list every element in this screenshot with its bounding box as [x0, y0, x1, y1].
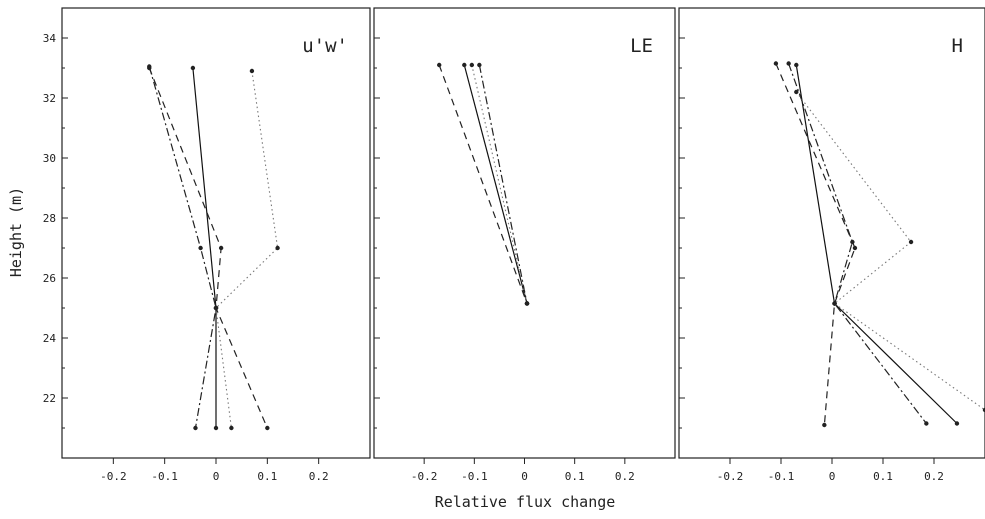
data-point [198, 245, 203, 251]
y-tick-label: 30 [43, 152, 56, 165]
x-tick-label: 0.2 [924, 470, 944, 483]
x-tick-label: -0.1 [461, 470, 488, 483]
data-point [218, 245, 224, 251]
y-tick-label: 32 [43, 92, 56, 105]
y-axis-title: Height (m) [7, 187, 25, 277]
series-line-dashdot [478, 64, 528, 304]
x-tick-label: 0.2 [615, 470, 635, 483]
panel-frame [373, 7, 676, 459]
data-point [477, 62, 482, 68]
data-point [852, 245, 858, 251]
x-tick-label: -0.1 [768, 470, 795, 483]
data-point [524, 301, 530, 306]
panel-title: H [952, 35, 963, 57]
series-line-solid [795, 64, 958, 424]
series-line-dashed [148, 67, 268, 429]
y-tick-label: 34 [43, 32, 57, 45]
x-tick-label: 0.1 [257, 470, 277, 483]
x-axis-title: Relative flux change [435, 493, 616, 511]
x-tick-label: -0.2 [411, 470, 438, 483]
data-point [954, 421, 960, 426]
y-tick-label: 22 [43, 392, 56, 405]
data-point [786, 61, 791, 66]
panel-title: u'w' [302, 35, 348, 57]
x-tick-label: 0 [521, 470, 528, 483]
x-tick-label: -0.1 [151, 470, 178, 483]
data-point [213, 305, 219, 311]
data-point [275, 245, 280, 251]
y-tick-label: 28 [43, 212, 56, 225]
data-point [462, 62, 467, 68]
series-line-dashed [775, 63, 856, 426]
data-point [850, 239, 855, 245]
x-tick-label: -0.2 [717, 470, 744, 483]
panel-0: 22 24 26 28 30 32 34 -0.2 -0.1 0 0.1 0.2 u'w' [43, 7, 371, 483]
series-line-solid [463, 64, 528, 304]
x-tick-label: 0 [829, 470, 836, 483]
x-tick-label: -0.2 [100, 470, 127, 483]
x-tick-label: 0.1 [873, 470, 893, 483]
data-point [229, 425, 234, 431]
data-point [794, 62, 799, 68]
data-point [213, 425, 219, 431]
data-point [924, 421, 929, 426]
data-point [190, 65, 196, 71]
panel-2: -0.2 -0.1 0 0.1 0.2 H [678, 7, 985, 483]
data-point [469, 62, 475, 68]
series-line-dashdot [148, 66, 217, 429]
y-tick-label: 24 [43, 332, 57, 345]
x-tick-label: 0.1 [565, 470, 585, 483]
panel-frame [678, 7, 985, 459]
panel-1: -0.2 -0.1 0 0.1 0.2 LE [373, 7, 676, 483]
series-line-solid [192, 67, 217, 428]
series-line-dashed [438, 64, 528, 304]
series-line-dotted [471, 64, 528, 304]
x-tick-label: 0.2 [309, 470, 329, 483]
data-point [822, 422, 827, 428]
data-point [908, 239, 914, 245]
data-point [832, 301, 837, 306]
data-point [147, 64, 152, 69]
data-point [437, 62, 442, 68]
series-line-dotted [215, 70, 279, 429]
panel-title: LE [630, 35, 653, 57]
data-point [249, 68, 255, 74]
series-line-dotted [795, 91, 985, 411]
data-point [794, 89, 799, 95]
series-line-dashdot [788, 63, 927, 424]
x-tick-label: 0 [213, 470, 220, 483]
data-point [265, 425, 270, 431]
data-point [773, 61, 779, 66]
data-point [193, 425, 198, 431]
y-tick-label: 26 [43, 272, 56, 285]
data-point [982, 407, 985, 413]
